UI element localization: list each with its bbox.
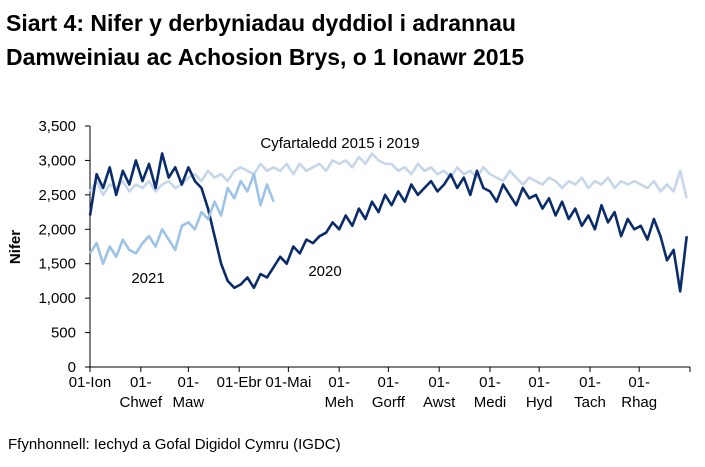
x-tick-label: 01-Mai [265, 374, 312, 391]
x-tick-label: 01-Meh [324, 374, 354, 411]
series-label: 2021 [131, 270, 164, 287]
x-tick-label: 01-Chwef [119, 374, 163, 411]
y-tick-label: 3,000 [38, 152, 76, 169]
y-tick-label: 2,500 [38, 187, 76, 204]
x-tick-label: 01-Hyd [525, 374, 553, 411]
x-tick-label: 01-Maw [172, 374, 205, 411]
x-tick-label: 01-Ebr [216, 374, 262, 391]
x-tick-label: 01-Gorff [371, 374, 405, 411]
y-tick-label: 1,500 [38, 256, 76, 273]
y-tick-label: 1,000 [38, 290, 76, 307]
source-note: Ffynhonnell: Iechyd a Gofal Digidol Cymr… [8, 436, 341, 453]
x-tick-label: 01-Tach [574, 374, 606, 411]
chart-title: Siart 4: Nifer y derbyniadau dyddiol i a… [6, 10, 525, 70]
x-tick-label: 01-Medi [473, 374, 507, 411]
series-line [88, 172, 275, 265]
x-tick-label: 01-Awst [423, 374, 456, 411]
x-tick-label: 01-Ion [68, 374, 112, 391]
x-tick-label: 01-Rhag [621, 374, 658, 411]
series-label: Cyfartaledd 2015 i 2019 [260, 135, 419, 152]
series-line [88, 152, 688, 199]
y-tick-label: 2,000 [38, 221, 76, 238]
y-axis-label: Nifer [7, 230, 24, 264]
y-tick-label: 0 [68, 359, 76, 376]
y-tick-label: 500 [51, 325, 76, 342]
series-line [88, 152, 688, 293]
y-tick-label: 3,500 [38, 118, 76, 135]
series-label: 2020 [308, 263, 341, 280]
